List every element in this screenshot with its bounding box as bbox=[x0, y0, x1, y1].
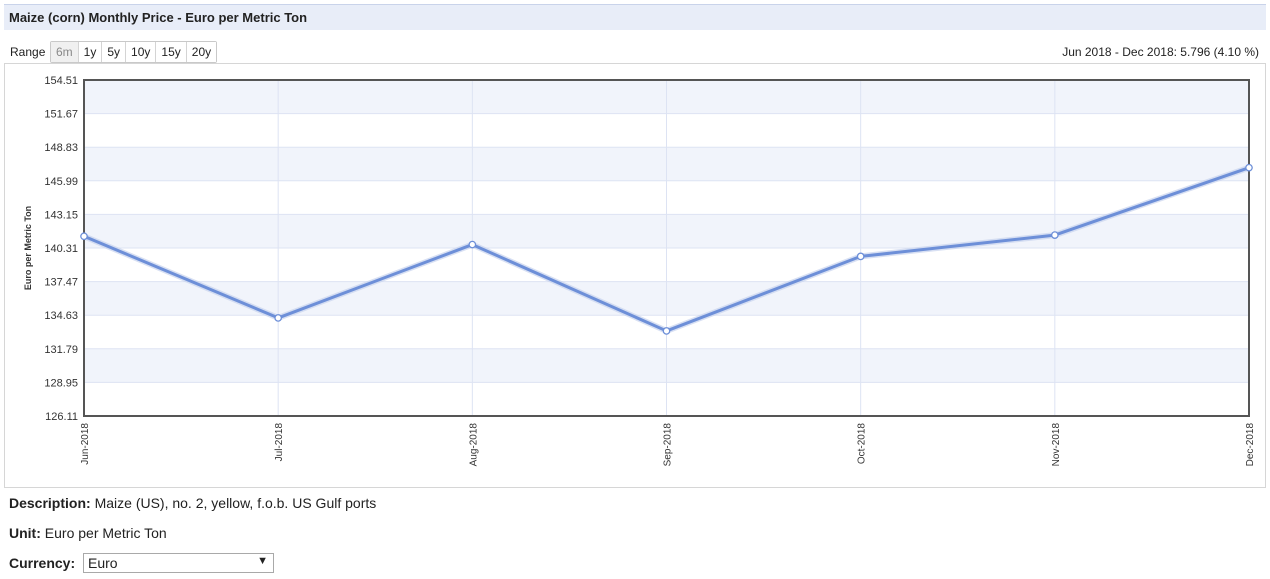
y-tick-label: 126.11 bbox=[45, 411, 78, 423]
range-button-5y[interactable]: 5y bbox=[102, 42, 127, 62]
range-button-10y[interactable]: 10y bbox=[126, 42, 157, 62]
range-button-20y[interactable]: 20y bbox=[186, 42, 217, 62]
y-tick-label: 143.15 bbox=[44, 209, 78, 221]
price-line-chart: 126.11 128.95 131.79 134.63 137.47 140.31 143.… bbox=[23, 75, 1256, 467]
currency-select[interactable]: Euro ▼ bbox=[83, 553, 274, 573]
currency-label: Currency: bbox=[9, 555, 76, 571]
range-change-summary: Jun 2018 - Dec 2018: 5.796 (4.10 %) bbox=[1062, 45, 1259, 59]
y-tick-label: 134.63 bbox=[44, 310, 78, 322]
data-point-Jun-2018 bbox=[80, 232, 88, 241]
x-tick-label: Jun-2018 bbox=[80, 423, 91, 465]
y-tick-label: 128.95 bbox=[44, 377, 78, 389]
x-tick-label: Jul-2018 bbox=[274, 423, 285, 462]
x-tick-label: Aug-2018 bbox=[468, 423, 479, 467]
y-tick-label: 148.83 bbox=[44, 142, 78, 154]
page-title: Maize (corn) Monthly Price - Euro per Me… bbox=[9, 10, 308, 25]
x-tick-label: Oct-2018 bbox=[857, 423, 868, 465]
data-point-Oct-2018 bbox=[856, 252, 865, 261]
unit-row: Unit: Euro per Metric Ton bbox=[9, 525, 167, 541]
currency-row: Currency: bbox=[9, 555, 75, 571]
description-label: Description: bbox=[9, 495, 91, 511]
x-tick-label: Dec-2018 bbox=[1245, 423, 1256, 467]
chart-title-bar: Maize (corn) Monthly Price - Euro per Me… bbox=[4, 4, 1266, 30]
x-tick-label: Nov-2018 bbox=[1051, 423, 1062, 467]
range-button-group: 6m 1y 5y 10y 15y 20y bbox=[50, 41, 218, 63]
range-button-6m[interactable]: 6m bbox=[51, 42, 79, 62]
description-value: Maize (US), no. 2, yellow, f.o.b. US Gul… bbox=[94, 495, 377, 511]
plot-area-border bbox=[83, 79, 1250, 417]
dropdown-arrow-icon: ▼ bbox=[257, 555, 268, 567]
data-point-Dec-2018 bbox=[1245, 163, 1253, 172]
data-point-Aug-2018 bbox=[468, 240, 477, 249]
description-row: Description: Maize (US), no. 2, yellow, … bbox=[9, 495, 376, 511]
range-button-15y[interactable]: 15y bbox=[156, 42, 187, 62]
data-point-Sep-2018 bbox=[662, 327, 671, 335]
unit-label: Unit: bbox=[9, 525, 41, 541]
range-label: Range bbox=[10, 45, 46, 59]
chart-frame: 126.11 128.95 131.79 134.63 137.47 140.31 143.… bbox=[4, 63, 1266, 488]
y-tick-label: 145.99 bbox=[44, 176, 78, 188]
y-tick-label: 137.47 bbox=[44, 277, 78, 289]
y-tick-label: 154.51 bbox=[44, 75, 78, 87]
data-point-Jul-2018 bbox=[274, 314, 283, 322]
range-button-1y[interactable]: 1y bbox=[78, 42, 103, 62]
currency-selected-value: Euro bbox=[88, 555, 118, 571]
y-tick-label: 140.31 bbox=[44, 243, 78, 255]
y-tick-label: 131.79 bbox=[44, 344, 78, 356]
y-tick-label: 151.67 bbox=[44, 109, 78, 121]
unit-value: Euro per Metric Ton bbox=[44, 525, 167, 541]
y-axis-label: Euro per Metric Ton bbox=[23, 206, 33, 290]
data-point-Nov-2018 bbox=[1050, 231, 1059, 239]
x-tick-label: Sep-2018 bbox=[663, 423, 674, 467]
